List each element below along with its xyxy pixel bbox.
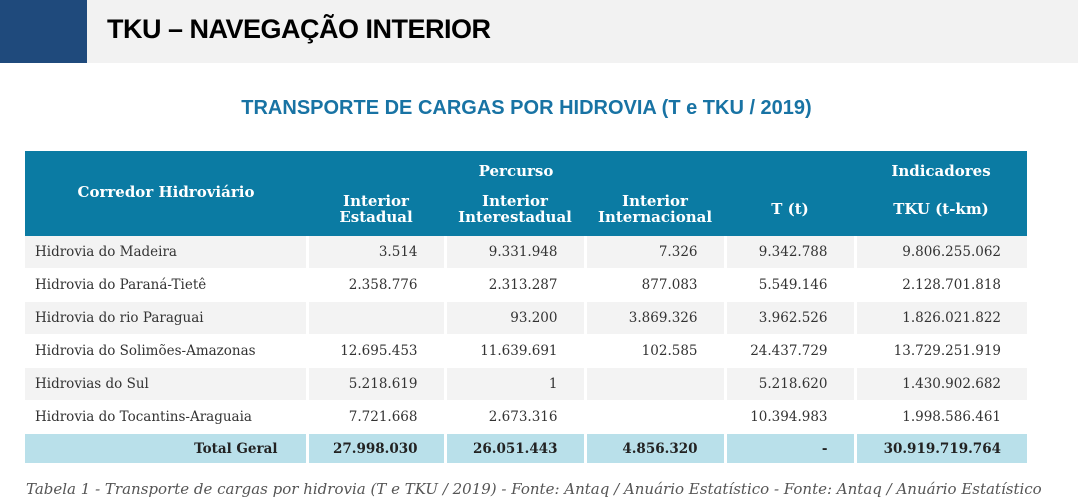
cell: 2.358.776 [305,268,445,302]
header-col: Interior Interestadual [445,187,585,236]
header-bar [0,0,1078,63]
cell: 9.331.948 [443,236,585,269]
cell: 102.585 [583,334,725,368]
table-row: Hidrovia do rio Paraguai 93.200 3.869.326 3… [25,301,1027,335]
row-label: Hidrovia do Tocantins-Araguaia [25,400,307,434]
cell: 877.083 [583,268,725,302]
total-cell: 26.051.443 [443,433,585,464]
page-title: TKU – NAVEGAÇÃO INTERIOR [107,14,491,44]
header-percurso: Percurso [307,151,725,187]
cell: 9.806.255.062 [853,236,1027,269]
total-label: Total Geral [25,433,307,464]
cell: 93.200 [443,301,585,335]
row-label: Hidrovia do Solimões-Amazonas [25,334,307,368]
total-cell: 30.919.719.764 [853,433,1027,464]
cell: 2.673.316 [443,400,585,434]
header-indicadores: Indicadores [855,151,1027,187]
cell [305,301,445,335]
cell: 3.514 [305,236,445,269]
cargo-table: Corredor Hidroviário Percurso Indicadore… [25,151,1027,464]
cell: 1.430.902.682 [853,367,1027,401]
table-row: Hidrovia do Solimões-Amazonas 12.695.453 1… [25,334,1027,368]
cell: 5.218.619 [305,367,445,401]
table-row: Hidrovia do Madeira 3.514 9.331.948 7.326 9.… [25,236,1027,269]
total-row: Total Geral 27.998.030 26.051.443 4.856.320… [25,433,1027,464]
cell: 7.721.668 [305,400,445,434]
row-label: Hidrovia do Paraná-Tietê [25,268,307,302]
header-col: Interior Internacional [585,187,725,236]
cell: 5.549.146 [723,268,855,302]
cell: 13.729.251.919 [853,334,1027,368]
row-label: Hidrovias do Sul [25,367,307,401]
table-row: Hidrovias do Sul 5.218.619 1 5.218.620 1.430… [25,367,1027,401]
cell: 1.998.586.461 [853,400,1027,434]
cell: 10.394.983 [723,400,855,434]
cell: 24.437.729 [723,334,855,368]
cell: 3.869.326 [583,301,725,335]
cell: 3.962.526 [723,301,855,335]
header-col: Interior Estadual [307,187,445,236]
table-row: Hidrovia do Tocantins-Araguaia 7.721.668 2… [25,400,1027,434]
cell: 7.326 [583,236,725,269]
cell: 2.313.287 [443,268,585,302]
header-corredor: Corredor Hidroviário [25,151,307,236]
cell: 9.342.788 [723,236,855,269]
header-col: TKU (t-km) [855,187,1027,236]
total-cell: - [723,433,855,464]
table-title: TRANSPORTE DE CARGAS POR HIDROVIA (T e T… [241,97,812,119]
total-cell: 27.998.030 [305,433,445,464]
cell: 11.639.691 [443,334,585,368]
total-cell: 4.856.320 [583,433,725,464]
cell: 12.695.453 [305,334,445,368]
cell: 1 [443,367,585,401]
header-col: T (t) [725,187,855,236]
header-accent-block [0,0,87,63]
cell: 1.826.021.822 [853,301,1027,335]
cell [583,400,725,434]
cell: 5.218.620 [723,367,855,401]
cell [583,367,725,401]
cell: 2.128.701.818 [853,268,1027,302]
row-label: Hidrovia do Madeira [25,236,307,269]
table-row: Hidrovia do Paraná-Tietê 2.358.776 2.313.2… [25,268,1027,302]
row-label: Hidrovia do rio Paraguai [25,301,307,335]
table-caption: Tabela 1 - Transporte de cargas por hidr… [26,480,1042,498]
